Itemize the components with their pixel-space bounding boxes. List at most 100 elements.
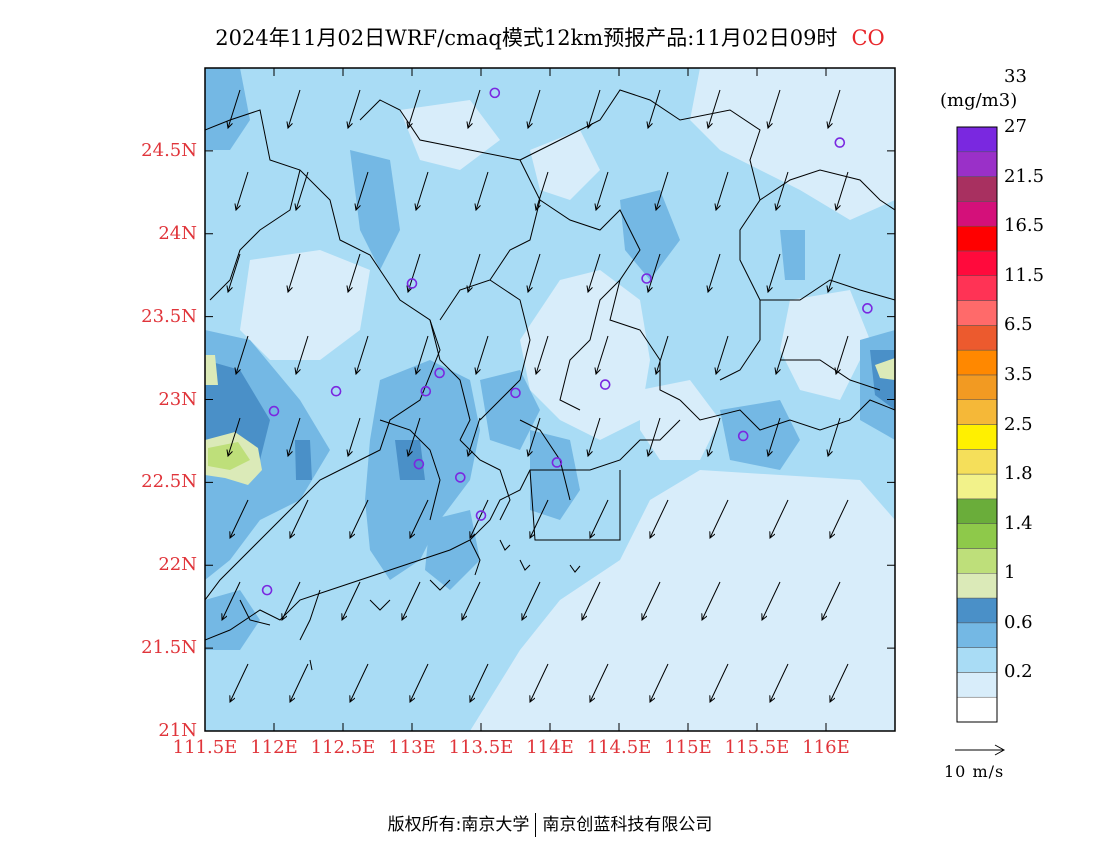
lat-tick-label: 24.5N <box>141 139 197 161</box>
colorbar-label: 21.5 <box>1004 165 1045 187</box>
colorbar-label: 2.5 <box>1004 413 1033 435</box>
wind-arrow <box>590 663 609 702</box>
colorbar-label: 1.4 <box>1004 512 1033 534</box>
lat-tick-label: 23.5N <box>141 305 197 327</box>
wind-arrow <box>470 663 489 702</box>
wind-arrow <box>408 89 421 128</box>
wind-arrow <box>836 335 849 374</box>
wind-arrow <box>588 417 601 456</box>
wind-arrow <box>770 499 789 538</box>
wind-arrow <box>642 581 661 620</box>
wind-arrow <box>656 335 669 374</box>
wind-arrow <box>830 499 849 538</box>
lon-tick-label: 115.5E <box>724 737 790 758</box>
lon-tick-label: 116E <box>802 737 850 758</box>
wind-arrow <box>656 171 669 210</box>
wind-arrow <box>770 663 789 702</box>
colorbar-segment <box>956 126 998 153</box>
wind-arrow <box>228 417 241 456</box>
wind-arrow <box>836 171 849 210</box>
wind-arrow <box>342 581 361 620</box>
colorbar-frame <box>956 126 998 723</box>
wind-arrow <box>708 417 721 456</box>
concentration-field <box>205 68 895 731</box>
colorbar-label: 11.5 <box>1004 264 1045 286</box>
station-marker <box>862 303 873 314</box>
wind-arrow <box>648 417 661 456</box>
wind-legend-label: 10 m/s <box>944 762 1005 781</box>
wind-arrow <box>290 663 309 702</box>
station-marker <box>834 137 846 148</box>
colorbar-label: 0.6 <box>1004 611 1033 633</box>
wind-arrow <box>236 335 249 374</box>
lat-tick-label: 21N <box>158 720 197 741</box>
colorbar-segment <box>956 176 998 202</box>
title-text: 2024年11月02日WRF/cmaq模式12km预报产品:11月02日09时 <box>215 26 838 50</box>
wind-arrow <box>350 499 369 538</box>
colorbar-segment <box>956 548 998 574</box>
wind-arrow <box>702 581 721 620</box>
colorbar-label: 3.5 <box>1004 363 1033 385</box>
wind-arrow <box>588 89 601 128</box>
colorbar-label: 27 <box>1004 116 1027 137</box>
wind-arrow <box>468 253 481 292</box>
wind-arrow <box>716 335 729 374</box>
footer-right: 南京创蓝科技有限公司 <box>542 815 713 835</box>
wind-arrow <box>402 581 421 620</box>
wind-arrow <box>776 171 789 210</box>
wind-arrow <box>408 253 421 292</box>
wind-arrow <box>522 581 541 620</box>
lon-tick-label: 112E <box>250 737 298 758</box>
colorbar-segment <box>956 250 998 276</box>
colorbar-segment <box>956 449 998 475</box>
lat-tick-label: 23N <box>158 388 197 410</box>
footer-divider <box>535 813 537 837</box>
lat-tick-label: 22N <box>158 554 197 576</box>
colorbar-segment <box>956 672 998 698</box>
station-marker <box>510 387 521 399</box>
lon-tick-label: 114.5E <box>586 737 652 758</box>
station-marker <box>599 379 611 390</box>
species-label: CO <box>851 26 885 50</box>
colorbar-label: 16.5 <box>1004 215 1045 237</box>
wind-legend-arrow <box>955 744 1006 756</box>
wind-arrow <box>410 663 429 702</box>
colorbar-segment <box>956 151 998 177</box>
wind-arrow <box>288 417 301 456</box>
wind-arrow <box>408 417 421 456</box>
colorbar-label: 1 <box>1004 562 1016 584</box>
wind-arrow <box>530 663 549 702</box>
wind-arrow <box>468 89 481 128</box>
wind-arrow <box>536 335 549 374</box>
wind-arrow <box>648 253 661 292</box>
colorbar-segment <box>956 573 998 599</box>
station-marker <box>434 367 445 379</box>
wind-arrow <box>708 89 721 128</box>
wind-arrow <box>590 499 609 538</box>
wind-arrow <box>282 581 301 620</box>
station-marker <box>420 385 432 397</box>
colorbar-label: 1.8 <box>1004 463 1033 485</box>
colorbar-unit: (mg/m3) <box>940 90 1018 111</box>
wind-arrow <box>828 417 841 456</box>
boundaries <box>205 89 895 671</box>
wind-arrow <box>822 581 841 620</box>
axis-ticks <box>204 68 895 732</box>
colorbar-segment <box>956 300 998 326</box>
wind-arrow <box>528 89 541 128</box>
wind-arrow <box>588 253 601 292</box>
wind-arrow <box>582 581 601 620</box>
wind-arrow <box>288 89 301 128</box>
colorbar-segment <box>956 622 998 648</box>
wind-arrow <box>350 663 369 702</box>
colorbar-segment <box>956 225 998 252</box>
wind-arrow <box>462 581 481 620</box>
wind-arrow <box>648 89 661 128</box>
wind-arrow <box>528 417 541 456</box>
wind-arrow <box>222 581 241 620</box>
wind-arrow <box>596 171 609 210</box>
wind-arrow <box>762 581 781 620</box>
wind-arrow <box>530 499 549 538</box>
